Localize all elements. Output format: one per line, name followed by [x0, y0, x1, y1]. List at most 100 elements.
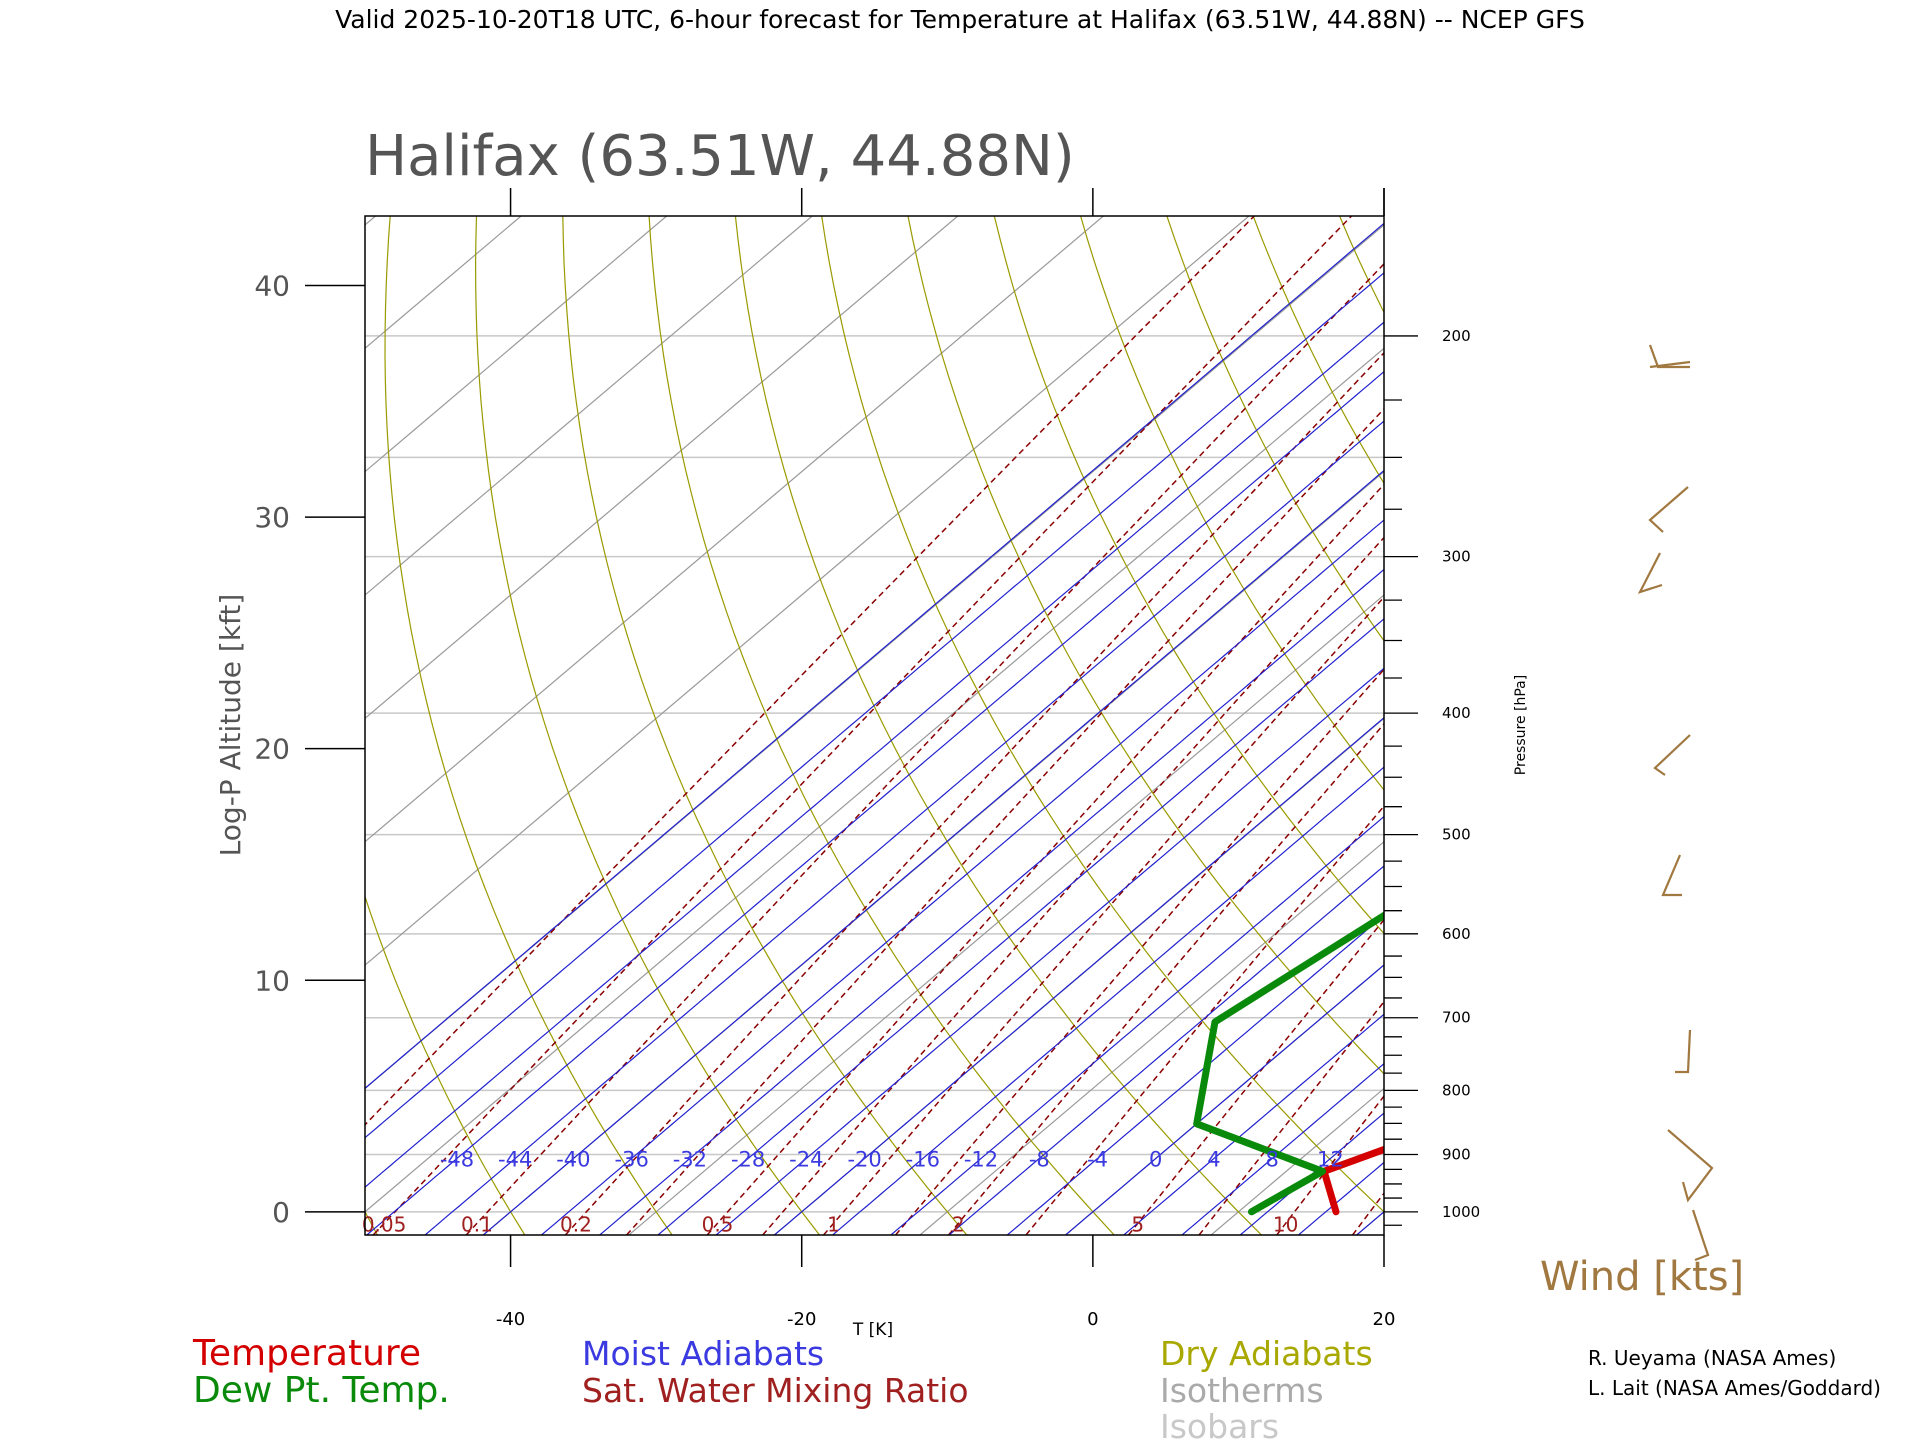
- mixing-ratio-label: 0.1: [461, 1212, 493, 1236]
- wind-barb: [1661, 854, 1682, 897]
- legend: Temperature Dew Pt. Temp. Moist Adiabats…: [192, 1333, 1373, 1440]
- y-tick-label: 0: [272, 1196, 290, 1229]
- isotherm-line: [919, 840, 1384, 1235]
- dry-adiabat-line: [907, 216, 1384, 1075]
- legend-isobars: Isobars: [1160, 1407, 1279, 1440]
- wind-barb: [1649, 360, 1691, 369]
- legend-moist-adiabats: Moist Adiabats: [582, 1334, 824, 1373]
- page-title: Valid 2025-10-20T18 UTC, 6-hour forecast…: [335, 5, 1585, 34]
- dry-adiabat-line: [1857, 216, 1920, 1235]
- mixing-ratio-line: [1436, 216, 1920, 1235]
- mixing-ratio-line: [1025, 805, 1384, 1235]
- legend-dry-adiabats: Dry Adiabats: [1160, 1334, 1373, 1373]
- x-axis: -40 -20 0 20: [496, 188, 1395, 1330]
- moist-adiabat-label: 8: [1266, 1148, 1279, 1172]
- moist-adiabat-line: [1531, 216, 1920, 1235]
- moist-adiabat-line: [424, 420, 1384, 1235]
- moist-adiabat-line: [832, 766, 1384, 1235]
- moist-adiabat-line: [1065, 964, 1384, 1235]
- moist-adiabat-line: [1181, 1062, 1384, 1235]
- moist-adiabat-line: [715, 667, 1384, 1235]
- isotherm-line: [365, 216, 813, 596]
- mixing-ratio-label: 0.05: [362, 1212, 407, 1236]
- isotherm-line: [1065, 964, 1384, 1235]
- y-tick-label: 20: [254, 733, 290, 766]
- dry-adiabat-line: [474, 216, 820, 1235]
- mixing-ratio-line: [895, 668, 1384, 1235]
- moist-adiabat-label: -12: [964, 1148, 998, 1172]
- mixing-ratio-label: 10: [1273, 1212, 1298, 1236]
- moist-adiabat-line: [482, 469, 1384, 1235]
- moist-adiabat-line: [541, 519, 1384, 1235]
- line-labels: -48 -44 -40 -36 -32 -28 -24 -20 -16 -12 -8 -4 0 4 8 120…: [362, 1148, 1344, 1237]
- mixing-ratio-label: 1: [827, 1212, 840, 1236]
- mixing-ratio-line: [372, 216, 1353, 1235]
- x-tick-label: -40: [496, 1309, 525, 1330]
- dry-adiabat-line: [89, 216, 230, 1235]
- moist-adiabat-line: [948, 865, 1384, 1235]
- dry-adiabat-line: [1771, 216, 1920, 1235]
- moist-adiabat-line: [1648, 216, 1920, 1235]
- pressure-tick-label: 300: [1442, 548, 1471, 566]
- dry-adiabat-line: [1685, 216, 1920, 1235]
- x-tick-label: 0: [1087, 1309, 1098, 1330]
- dry-adiabat-line: [1426, 216, 1920, 1235]
- moist-adiabat-line: [365, 222, 1384, 1090]
- isotherm-line: [0, 216, 230, 1235]
- mixing-ratio-line: [706, 483, 1384, 1235]
- y-axis: 0 10 20 30 40: [254, 269, 365, 1229]
- moist-adiabat-label: -28: [731, 1148, 765, 1172]
- moist-adiabat-line: [1706, 216, 1920, 1235]
- dry-adiabat-line: [1512, 216, 1920, 1235]
- mixing-ratio-line: [564, 351, 1384, 1235]
- moist-adiabat-line: [774, 716, 1384, 1235]
- moist-adiabat-line: [1239, 1112, 1384, 1235]
- isotherm-line: [1502, 216, 1920, 1235]
- background-lines: [0, 216, 1920, 1235]
- moist-adiabat-line: [365, 321, 1384, 1188]
- dry-adiabat-line: [365, 894, 526, 1235]
- mixing-ratio-label: 2: [952, 1212, 965, 1236]
- moist-adiabat-line: [1473, 216, 1920, 1235]
- credit-line-1: R. Ueyama (NASA Ames): [1588, 1346, 1836, 1370]
- isotherm-line: [628, 594, 1384, 1235]
- legend-dewpoint: Dew Pt. Temp.: [193, 1370, 450, 1411]
- mixing-ratio-label: 0.2: [560, 1212, 592, 1236]
- moist-adiabat-line: [599, 568, 1384, 1235]
- wind-barb: [1667, 1129, 1714, 1203]
- moist-adiabat-line: [1415, 216, 1920, 1235]
- dry-adiabat-line: [384, 216, 673, 1235]
- moist-adiabat-label: 4: [1207, 1148, 1220, 1172]
- moist-adiabat-line: [365, 272, 1384, 1139]
- moist-adiabat-line: [890, 815, 1384, 1235]
- y-axis-label: Log-P Altitude [kft]: [214, 594, 247, 857]
- mixing-ratio-line: [465, 262, 1384, 1235]
- mixing-ratio-line: [1351, 1191, 1384, 1235]
- temperature-line: [1320, 1145, 1384, 1216]
- moist-adiabat-line: [1298, 1161, 1384, 1235]
- moist-adiabat-line: [1123, 1013, 1384, 1235]
- moist-adiabat-label: -48: [440, 1148, 474, 1172]
- moist-adiabat-label: -24: [789, 1148, 823, 1172]
- pressure-axis: 200 300 400 500 600 700 800 900 1000: [1383, 188, 1480, 1226]
- y-tick-label: 30: [254, 501, 290, 534]
- moist-adiabat-label: 0: [1149, 1148, 1162, 1172]
- wind-barbs: [1637, 344, 1714, 1262]
- isotherm-line: [365, 216, 1250, 966]
- dry-adiabat-line: [1166, 216, 1384, 642]
- mixing-ratio-line: [365, 216, 1255, 1126]
- wind-label: Wind [kts]: [1540, 1254, 1744, 1300]
- moist-adiabat-label: -44: [498, 1148, 532, 1172]
- isotherm-line: [365, 347, 1384, 1213]
- isotherm-line: [365, 216, 376, 226]
- mixing-ratio-line: [626, 407, 1384, 1235]
- wind-barb: [1675, 1029, 1692, 1074]
- chart-title: Halifax (63.51W, 44.88N): [365, 124, 1075, 189]
- dry-adiabat-line: [821, 216, 1384, 1213]
- dry-adiabat-line: [1599, 216, 1920, 1235]
- isotherm-line: [0, 216, 84, 1235]
- moist-adiabat-label: -8: [1029, 1148, 1050, 1172]
- pressure-tick-label: 1000: [1442, 1203, 1480, 1221]
- moist-adiabat-label: -36: [615, 1148, 649, 1172]
